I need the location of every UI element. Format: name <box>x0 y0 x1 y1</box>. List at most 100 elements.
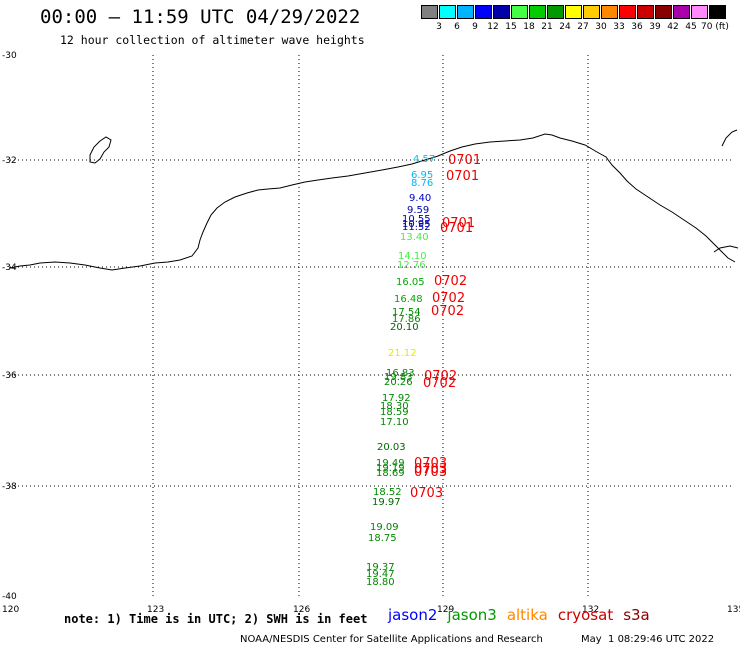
legend-label: 12 <box>487 22 499 32</box>
legend-label: 39 <box>649 22 661 32</box>
legend-swatch <box>673 5 690 19</box>
longitude-label: 135 <box>727 605 740 615</box>
swh-label: 19.83 <box>384 372 413 383</box>
legend-swatch <box>547 5 564 19</box>
swh-label: 18.59 <box>380 407 409 418</box>
latitude-label: -38 <box>2 482 17 492</box>
time-label: 0703 <box>414 465 447 480</box>
time-label: 0702 <box>424 369 457 384</box>
legend-swatch <box>439 5 456 19</box>
legend-label: 18 <box>523 22 535 32</box>
swh-label: 16.05 <box>396 277 425 288</box>
footer-note: note: 1) Time is in UTC; 2) SWH is in fe… <box>64 612 368 626</box>
coastline-east <box>713 129 739 253</box>
legend-swatch <box>475 5 492 19</box>
swh-label: 21.12 <box>388 348 417 359</box>
island-outline <box>89 136 112 164</box>
coastline <box>9 133 736 271</box>
time-label: 0702 <box>432 291 465 306</box>
legend-swatch <box>421 5 438 19</box>
observation-labels: 4.57 6.958.76 9.409.5910.5510.9511.5213.40… <box>366 154 435 588</box>
time-label: 0703 <box>414 456 447 471</box>
legend-label: 45 <box>685 22 697 32</box>
legend-label: 33 <box>613 22 625 32</box>
latitude-label: -30 <box>2 51 17 61</box>
swh-label: 13.40 <box>400 232 429 243</box>
legend-swatch <box>457 5 474 19</box>
swh-label: 14.10 <box>398 251 427 262</box>
legend-label: 30 <box>595 22 607 32</box>
legend-label: 9 <box>472 22 478 32</box>
swh-label: 19.19 <box>376 463 405 474</box>
mission-name: cryosat <box>557 606 614 624</box>
time-label: 0703 <box>410 486 443 501</box>
swh-label: 9.59 <box>407 205 429 216</box>
swh-label: 16.83 <box>386 368 415 379</box>
legend-label: 21 <box>541 22 553 32</box>
swh-label: 17.54 <box>392 307 421 318</box>
time-label: 0701 <box>440 221 473 236</box>
swh-label: 20.03 <box>377 442 406 453</box>
legend-label: 3 <box>436 22 442 32</box>
swh-label: 17.92 <box>382 393 411 404</box>
legend-swatch <box>619 5 636 19</box>
legend-label: 27 <box>577 22 589 32</box>
swh-label: 11.52 <box>402 222 431 233</box>
swh-label: 17.10 <box>380 417 409 428</box>
mission-name: jason2 <box>388 606 438 624</box>
swh-label: 19.37 <box>366 562 395 573</box>
mission-legend: jason2 jason3 altika cryosat s3a <box>388 606 660 624</box>
swh-label: 16.48 <box>394 294 423 305</box>
legend-label: 6 <box>454 22 460 32</box>
time-label: 0702 <box>431 304 464 319</box>
swh-label: 19.09 <box>370 522 399 533</box>
time-label: 0701 <box>446 169 479 184</box>
time-label: 0703 <box>414 462 447 477</box>
time-label: 0701 <box>448 153 481 168</box>
legend-swatch <box>511 5 528 19</box>
legend-swatch <box>493 5 510 19</box>
swh-label: 10.55 <box>402 214 431 225</box>
time-label: 0701 <box>442 216 475 231</box>
legend-label: 70 (ft) <box>701 22 729 32</box>
swh-label: 19.49 <box>376 458 405 469</box>
mission-name: s3a <box>623 606 650 624</box>
swh-label: 9.40 <box>409 193 431 204</box>
swh-label: 18.75 <box>368 533 397 544</box>
swh-label: 18.30 <box>380 401 409 412</box>
mission-name: jason3 <box>447 606 497 624</box>
legend-swatch <box>691 5 708 19</box>
mission-name: altika <box>506 606 548 624</box>
latitude-label: -36 <box>2 371 17 381</box>
legend-label: 42 <box>667 22 679 32</box>
swh-label: 18.69 <box>376 468 405 479</box>
legend-swatch <box>601 5 618 19</box>
legend-label: 36 <box>631 22 643 32</box>
longitude-label: 126 <box>293 605 310 615</box>
time-label: 0702 <box>423 376 456 391</box>
graticule <box>10 55 733 596</box>
swh-label: 18.80 <box>366 577 395 588</box>
swh-label: 19.47 <box>366 569 395 580</box>
swh-label: 17.86 <box>392 314 421 325</box>
legend-label: 15 <box>505 22 517 32</box>
swh-label: 12.76 <box>397 260 426 271</box>
latitude-label: -40 <box>2 592 17 602</box>
latitude-label: -34 <box>2 263 17 273</box>
longitude-label: 123 <box>147 605 164 615</box>
axis-labels: -30 -32 -34 -36 -38 -40 120 123 126 129 132 135 <box>2 51 740 615</box>
map-title: 00:00 – 11:59 UTC 04/29/2022 <box>40 6 361 28</box>
generation-timestamp: May 1 08:29:46 UTC 2022 <box>581 634 715 645</box>
time-label: 0702 <box>434 274 467 289</box>
time-labels: 0701070107010701070207020702070207020703… <box>410 153 481 501</box>
swh-label: 4.57 <box>413 154 435 165</box>
longitude-label: 120 <box>2 605 19 615</box>
legend-swatch <box>637 5 654 19</box>
swh-label: 20.26 <box>384 377 413 388</box>
legend-swatch <box>709 5 726 19</box>
swh-label: 10.95 <box>402 219 431 230</box>
map-subtitle: 12 hour collection of altimeter wave hei… <box>60 33 365 47</box>
swh-label: 19.97 <box>372 497 401 508</box>
longitude-label: 132 <box>582 605 599 615</box>
